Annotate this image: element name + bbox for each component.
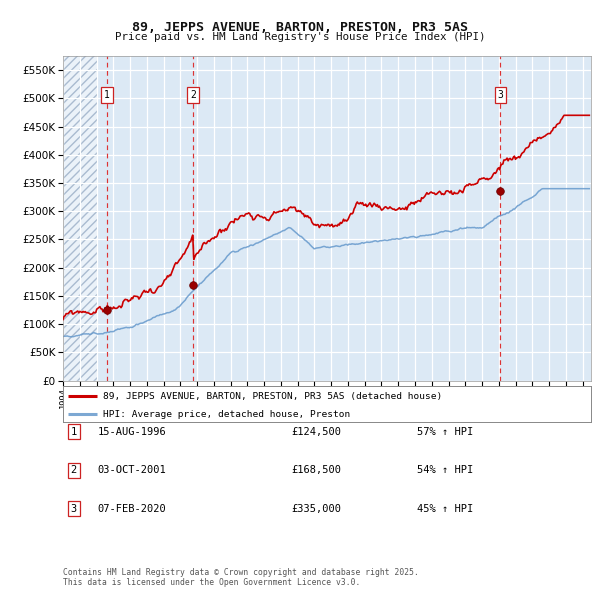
FancyBboxPatch shape	[63, 56, 97, 381]
Text: 03-OCT-2001: 03-OCT-2001	[98, 466, 167, 475]
Text: 45% ↑ HPI: 45% ↑ HPI	[417, 504, 473, 513]
Text: 3: 3	[71, 504, 77, 513]
Text: 57% ↑ HPI: 57% ↑ HPI	[417, 427, 473, 437]
Text: Price paid vs. HM Land Registry's House Price Index (HPI): Price paid vs. HM Land Registry's House …	[115, 32, 485, 42]
Text: 2: 2	[190, 90, 196, 100]
Text: 2: 2	[71, 466, 77, 475]
Text: 3: 3	[497, 90, 503, 100]
Text: 89, JEPPS AVENUE, BARTON, PRESTON, PR3 5AS: 89, JEPPS AVENUE, BARTON, PRESTON, PR3 5…	[132, 21, 468, 34]
Text: 07-FEB-2020: 07-FEB-2020	[98, 504, 167, 513]
Text: Contains HM Land Registry data © Crown copyright and database right 2025.: Contains HM Land Registry data © Crown c…	[63, 568, 419, 577]
Text: 1: 1	[71, 427, 77, 437]
Text: £168,500: £168,500	[291, 466, 341, 475]
Text: £124,500: £124,500	[291, 427, 341, 437]
Text: 15-AUG-1996: 15-AUG-1996	[98, 427, 167, 437]
Text: 89, JEPPS AVENUE, BARTON, PRESTON, PR3 5AS (detached house): 89, JEPPS AVENUE, BARTON, PRESTON, PR3 5…	[103, 392, 442, 401]
Text: £335,000: £335,000	[291, 504, 341, 513]
Text: 1: 1	[104, 90, 110, 100]
Text: This data is licensed under the Open Government Licence v3.0.: This data is licensed under the Open Gov…	[63, 578, 361, 587]
Text: HPI: Average price, detached house, Preston: HPI: Average price, detached house, Pres…	[103, 409, 350, 418]
Text: 54% ↑ HPI: 54% ↑ HPI	[417, 466, 473, 475]
